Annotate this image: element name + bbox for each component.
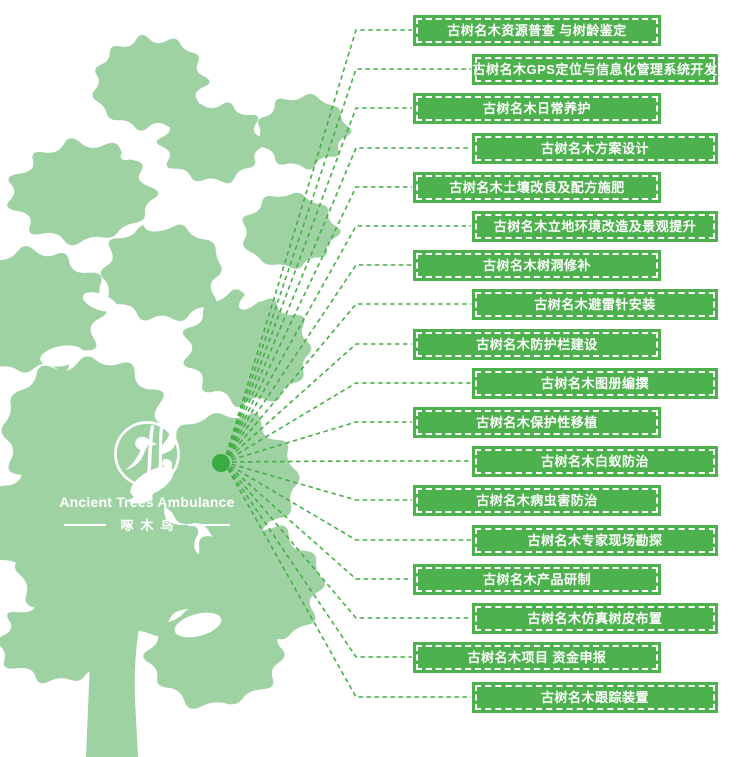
connector-line-7 bbox=[223, 264, 412, 463]
hub-dot bbox=[212, 454, 230, 472]
service-banner-text: 古树名木专家现场勘探 bbox=[527, 532, 663, 548]
tree-canopy-lobe bbox=[156, 102, 267, 184]
service-banner-7: 古树名木树洞修补 bbox=[413, 249, 661, 281]
service-banner-text: 古树名木白蚁防治 bbox=[540, 453, 649, 469]
service-banner-17: 古树名木项目 资金申报 bbox=[413, 641, 661, 673]
service-banner-text: 古树名木日常养护 bbox=[482, 100, 591, 116]
service-banner-text: 古树名木仿真树皮布置 bbox=[527, 610, 663, 626]
service-banner-text: 古树名木项目 资金申报 bbox=[467, 649, 607, 665]
tree-canopy bbox=[0, 34, 352, 709]
woodpecker-icon bbox=[114, 421, 180, 487]
service-banner-text: 古树名木跟踪装置 bbox=[540, 689, 649, 705]
tree-canopy-lobe bbox=[242, 192, 341, 269]
subtitle-right-rule bbox=[187, 523, 230, 526]
service-banner-text: 古树名木避雷针安装 bbox=[534, 296, 656, 312]
service-banner-11: 古树名木保护性移植 bbox=[413, 406, 661, 438]
service-banner-text: 古树名木土壤改良及配方施肥 bbox=[449, 179, 625, 195]
service-banner-4: 古树名木方案设计 bbox=[472, 132, 718, 164]
service-banner-13: 古树名木病虫害防治 bbox=[413, 484, 661, 516]
service-banner-1: 古树名木资源普查 与树龄鉴定 bbox=[413, 14, 661, 46]
service-banner-18: 古树名木跟踪装置 bbox=[472, 681, 718, 713]
service-banner-text: 古树名木立地环境改造及景观提升 bbox=[493, 218, 697, 234]
tree-canopy-lobe bbox=[7, 138, 159, 246]
logo: Ancient Trees Ambulance 啄木鸟 bbox=[56, 418, 238, 534]
service-banner-16: 古树名木仿真树皮布置 bbox=[472, 602, 718, 634]
service-banner-12: 古树名木白蚁防治 bbox=[472, 445, 718, 477]
connector-line-18 bbox=[223, 461, 471, 698]
connector-line-13 bbox=[223, 461, 412, 501]
tree-canopy-lobe bbox=[0, 464, 114, 575]
connector-line-8 bbox=[223, 303, 471, 463]
logo-subtitle-text: 啄木鸟 bbox=[120, 518, 181, 533]
service-banner-5: 古树名木土壤改良及配方施肥 bbox=[413, 171, 661, 203]
logo-subtitle: 啄木鸟 bbox=[56, 515, 238, 534]
service-banner-8: 古树名木避雷针安装 bbox=[472, 288, 718, 320]
connector-line-12 bbox=[223, 460, 471, 463]
service-banner-text: 古树名木病虫害防治 bbox=[476, 492, 598, 508]
service-banner-15: 古树名木产品研制 bbox=[413, 563, 661, 595]
service-banner-2: 古树名木GPS定位与信息化管理系统开发 bbox=[472, 53, 718, 85]
connector-line-10 bbox=[223, 382, 471, 463]
service-banner-10: 古树名木图册编撰 bbox=[472, 367, 718, 399]
service-banner-text: 古树名木防护栏建设 bbox=[476, 336, 598, 352]
service-banner-9: 古树名木防护栏建设 bbox=[413, 328, 661, 360]
service-banner-3: 古树名木日常养护 bbox=[413, 92, 661, 124]
connector-lines bbox=[223, 29, 471, 698]
service-banner-text: 古树名木图册编撰 bbox=[540, 375, 649, 391]
connector-line-9 bbox=[223, 343, 412, 463]
service-banner-6: 古树名木立地环境改造及景观提升 bbox=[472, 210, 718, 242]
connector-line-1 bbox=[223, 29, 412, 463]
tree-canopy-lobe bbox=[0, 246, 108, 373]
service-banner-14: 古树名木专家现场勘探 bbox=[472, 524, 718, 556]
connector-line-16 bbox=[223, 461, 471, 619]
service-banner-text: 古树名木保护性移植 bbox=[476, 414, 598, 430]
service-banner-text: 古树名木资源普查 与树龄鉴定 bbox=[447, 22, 627, 38]
subtitle-left-rule bbox=[64, 523, 107, 526]
tree-canopy-lobe bbox=[100, 224, 222, 322]
connector-line-11 bbox=[223, 421, 412, 463]
connector-line-15 bbox=[223, 461, 412, 580]
connector-line-3 bbox=[223, 107, 412, 463]
tree-canopy-lobe bbox=[1, 356, 169, 506]
connector-line-4 bbox=[223, 147, 471, 463]
service-banner-text: 古树名木树洞修补 bbox=[482, 257, 591, 273]
connector-line-2 bbox=[223, 68, 471, 463]
connector-line-6 bbox=[223, 225, 471, 463]
logo-title: Ancient Trees Ambulance bbox=[59, 494, 235, 510]
tree-trunk bbox=[76, 600, 144, 757]
connector-line-14 bbox=[223, 461, 471, 541]
connector-line-17 bbox=[223, 461, 412, 658]
service-banner-text: 古树名木GPS定位与信息化管理系统开发 bbox=[472, 61, 718, 77]
service-banner-text: 古树名木方案设计 bbox=[540, 140, 649, 156]
tree-canopy-lobe bbox=[92, 34, 210, 131]
canopy-gaps bbox=[40, 139, 266, 638]
service-banner-text: 古树名木产品研制 bbox=[482, 571, 591, 587]
connector-line-5 bbox=[223, 186, 412, 463]
tree-canopy-lobe bbox=[182, 289, 312, 408]
